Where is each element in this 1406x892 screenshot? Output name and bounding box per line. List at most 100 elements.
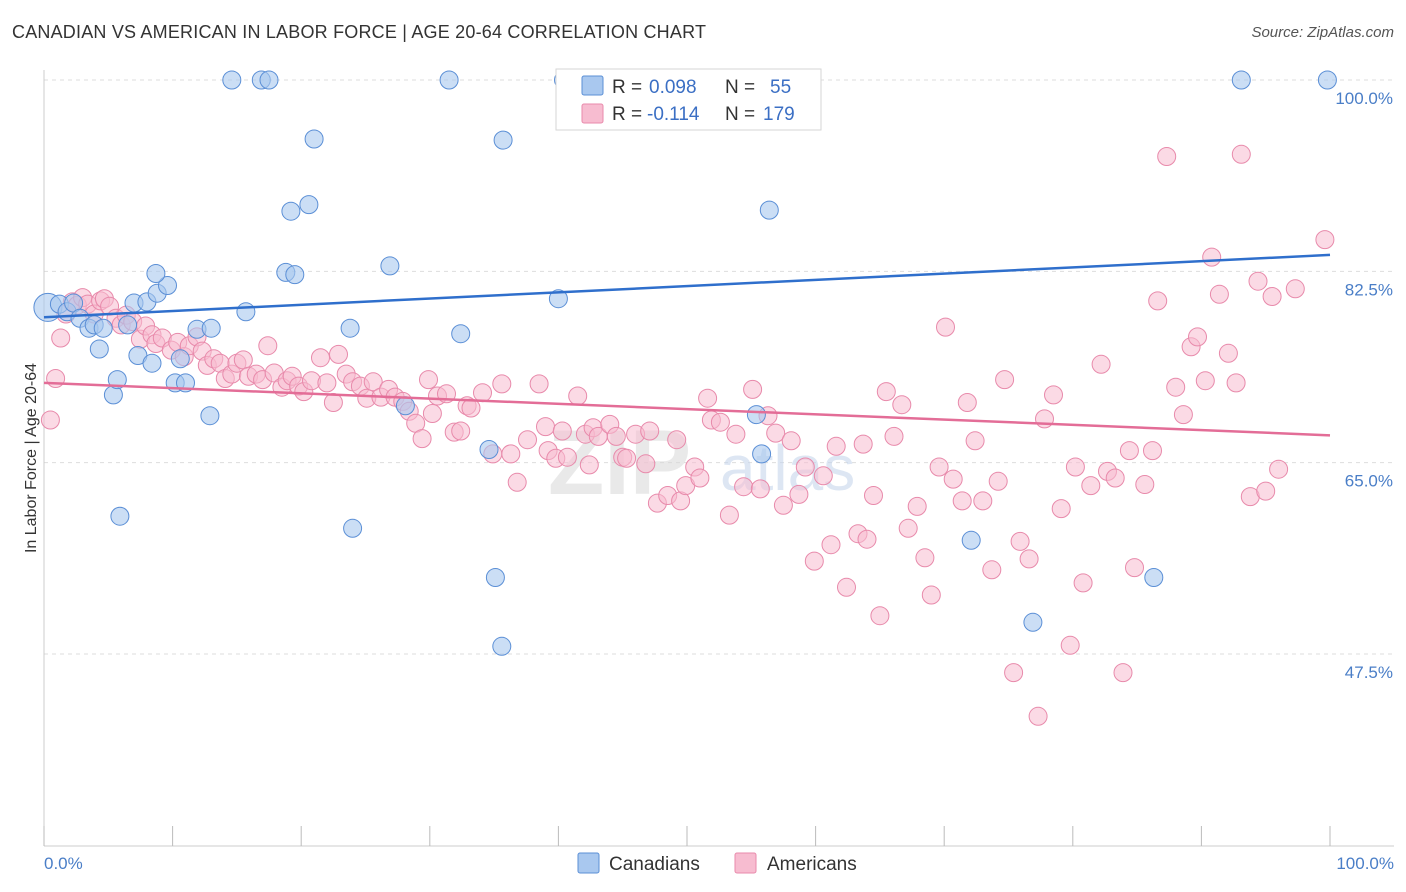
- americans-point-99: [690, 468, 710, 488]
- canadians-point-44: [746, 405, 766, 425]
- americans-point-53: [363, 372, 383, 392]
- canadians-point-34: [343, 518, 363, 538]
- americans-series: [40, 144, 1335, 726]
- legend-r-value-canadians: 0.098: [649, 77, 697, 98]
- americans-point-33: [233, 350, 253, 370]
- americans-point-76: [536, 417, 555, 437]
- canadians-point-7: [89, 339, 109, 359]
- americans-point-157: [1125, 558, 1144, 578]
- americans-point-169: [1218, 343, 1238, 363]
- americans-point-131: [929, 457, 949, 477]
- americans-point-72: [501, 444, 521, 464]
- americans-point-151: [1081, 476, 1101, 496]
- americans-point-143: [1019, 549, 1039, 569]
- americans-point-163: [1173, 405, 1193, 425]
- canadians-point-24: [236, 302, 256, 322]
- americans-point-130: [921, 585, 941, 605]
- americans-trend-line: [43, 381, 1331, 437]
- canadians-point-48: [146, 264, 166, 283]
- legend-americans-swatch: [734, 852, 757, 874]
- americans-point-178: [1315, 230, 1335, 250]
- americans-point-128: [907, 496, 927, 516]
- americans-point-146: [1044, 385, 1063, 405]
- canadians-point-11: [118, 315, 138, 335]
- americans-point-83: [579, 455, 599, 475]
- americans-point-2: [51, 328, 71, 348]
- americans-point-103: [719, 505, 739, 525]
- americans-point-174: [1256, 481, 1276, 501]
- canadians-point-15: [142, 353, 162, 373]
- canadians-point-38: [451, 324, 471, 344]
- y-tick-label-1: 65.0%: [1345, 472, 1393, 491]
- y-tick-label-3: 100.0%: [1335, 89, 1393, 108]
- canadians-point-33: [340, 318, 360, 338]
- americans-point-134: [952, 491, 972, 511]
- americans-point-46: [317, 373, 337, 393]
- americans-point-156: [1119, 441, 1139, 461]
- americans-point-79: [552, 421, 572, 441]
- canadians-point-42: [548, 289, 568, 309]
- americans-point-138: [982, 560, 1002, 580]
- americans-point-111: [781, 431, 801, 451]
- americans-point-175: [1262, 287, 1282, 306]
- canadians-point-8: [93, 318, 113, 338]
- canadians-point-29: [285, 265, 305, 285]
- americans-point-132: [936, 317, 955, 337]
- canadians-point-22: [201, 318, 221, 338]
- americans-point-161: [1157, 147, 1177, 166]
- americans-point-89: [617, 448, 637, 468]
- americans-point-47: [323, 393, 343, 412]
- americans-point-110: [773, 495, 793, 515]
- canadians-point-30: [281, 201, 301, 221]
- legend-n-value-americans: 179: [763, 104, 795, 125]
- americans-point-61: [419, 370, 438, 390]
- americans-point-73: [507, 472, 527, 492]
- canadians-point-54: [1317, 70, 1337, 90]
- americans-point-112: [789, 484, 809, 504]
- canadians-point-37: [439, 70, 459, 90]
- canadians-point-49: [479, 440, 499, 459]
- americans-point-102: [710, 412, 730, 432]
- americans-point-87: [606, 426, 626, 446]
- canadians-point-10: [107, 370, 127, 390]
- americans-point-62: [422, 404, 442, 423]
- americans-point-127: [898, 518, 918, 538]
- americans-point-116: [821, 535, 841, 555]
- canadians-point-36: [395, 396, 415, 416]
- americans-point-144: [1028, 706, 1048, 726]
- canadians-point-53: [1231, 70, 1251, 90]
- americans-point-106: [743, 379, 763, 399]
- y-tick-label-0: 47.5%: [1345, 663, 1393, 682]
- legend-americans-label: Americans: [767, 854, 857, 875]
- americans-point-122: [864, 486, 883, 505]
- americans-point-141: [1004, 663, 1024, 683]
- chart-title: CANADIAN VS AMERICAN IN LABOR FORCE | AG…: [12, 22, 707, 42]
- americans-point-133: [943, 469, 963, 489]
- americans-point-91: [636, 454, 656, 474]
- americans-point-148: [1060, 635, 1080, 655]
- canadians-point-19: [170, 349, 190, 369]
- canadians-point-51: [1023, 612, 1043, 632]
- canadians-point-47: [110, 506, 130, 526]
- americans-point-136: [965, 431, 985, 451]
- canadians-point-23: [200, 406, 220, 426]
- legend-n-label-americans: N =: [725, 104, 755, 125]
- canadians-trend-line: [43, 253, 1331, 319]
- americans-point-129: [915, 548, 935, 568]
- americans-point-100: [698, 388, 718, 408]
- y-axis-label: In Labor Force | Age 20-64: [23, 363, 40, 553]
- americans-point-176: [1269, 459, 1289, 479]
- x-tick-label-min: 0.0%: [44, 854, 83, 873]
- americans-point-80: [557, 447, 577, 467]
- americans-point-124: [876, 382, 896, 402]
- americans-point-71: [492, 374, 512, 394]
- americans-point-159: [1143, 441, 1162, 461]
- legend-r-value-americans: -0.114: [647, 104, 700, 125]
- legend-r-label-canadians: R =: [612, 77, 642, 98]
- americans-point-173: [1248, 271, 1268, 291]
- americans-point-105: [734, 477, 754, 497]
- americans-point-158: [1135, 475, 1155, 494]
- americans-point-168: [1209, 284, 1229, 304]
- americans-point-117: [826, 436, 846, 456]
